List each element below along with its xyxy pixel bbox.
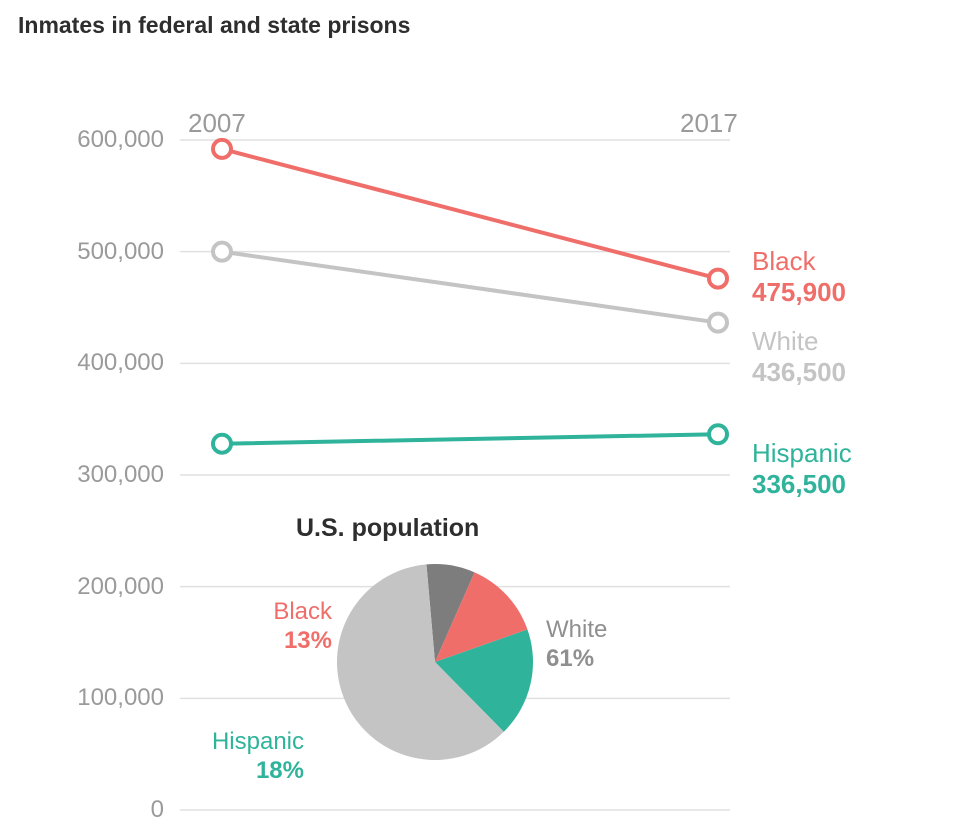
pie-slice-pct: 61% (546, 645, 607, 674)
pie-slice-name: Black (222, 598, 332, 627)
pie-chart (0, 0, 954, 832)
pie-slice-pct: 13% (222, 627, 332, 656)
pie-slice-name: Hispanic (194, 728, 304, 757)
pie-label-white: White61% (546, 616, 607, 674)
pie-label-black: Black13% (222, 598, 332, 656)
pie-slice-pct: 18% (194, 757, 304, 786)
pie-label-hispanic: Hispanic18% (194, 728, 304, 786)
pie-slice-name: White (546, 616, 607, 645)
